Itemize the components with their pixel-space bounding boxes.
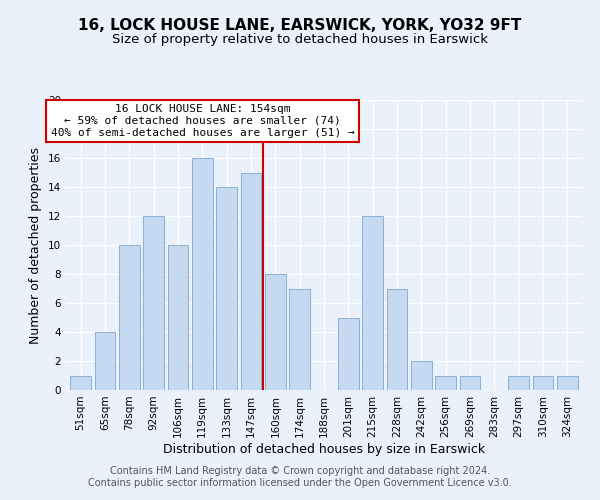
Y-axis label: Number of detached properties: Number of detached properties [29, 146, 43, 344]
Bar [143, 216, 164, 390]
Bar [338, 318, 359, 390]
Bar [192, 158, 212, 390]
Bar [216, 187, 237, 390]
Bar [460, 376, 481, 390]
Bar [411, 361, 432, 390]
Bar [95, 332, 115, 390]
Bar [386, 288, 407, 390]
Bar [70, 376, 91, 390]
Text: Contains HM Land Registry data © Crown copyright and database right 2024.
Contai: Contains HM Land Registry data © Crown c… [88, 466, 512, 487]
Bar [167, 245, 188, 390]
Text: 16 LOCK HOUSE LANE: 154sqm
← 59% of detached houses are smaller (74)
40% of semi: 16 LOCK HOUSE LANE: 154sqm ← 59% of deta… [51, 104, 355, 138]
Bar [289, 288, 310, 390]
Bar [533, 376, 553, 390]
X-axis label: Distribution of detached houses by size in Earswick: Distribution of detached houses by size … [163, 442, 485, 456]
Bar [119, 245, 140, 390]
Bar [557, 376, 578, 390]
Text: 16, LOCK HOUSE LANE, EARSWICK, YORK, YO32 9FT: 16, LOCK HOUSE LANE, EARSWICK, YORK, YO3… [79, 18, 521, 32]
Bar [241, 172, 262, 390]
Bar [265, 274, 286, 390]
Bar [508, 376, 529, 390]
Bar [362, 216, 383, 390]
Bar [436, 376, 456, 390]
Text: Size of property relative to detached houses in Earswick: Size of property relative to detached ho… [112, 32, 488, 46]
